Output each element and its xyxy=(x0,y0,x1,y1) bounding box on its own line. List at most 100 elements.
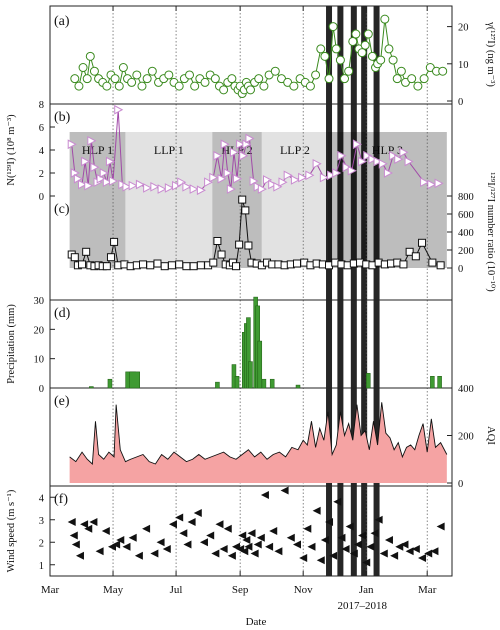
wind-marker xyxy=(353,540,362,549)
precip-bar xyxy=(89,386,94,389)
wind-marker xyxy=(223,524,232,533)
data-point-triangle xyxy=(122,181,132,192)
y-tick-label: 400 xyxy=(458,228,474,239)
data-point-square xyxy=(70,253,79,262)
wind-marker xyxy=(71,540,80,549)
wind-marker xyxy=(384,536,393,544)
data-point-square xyxy=(428,258,437,267)
data-point-triangle xyxy=(368,154,378,165)
data-point-circle xyxy=(185,70,195,80)
data-point-triangle xyxy=(189,184,199,194)
wind-marker xyxy=(374,515,383,524)
wind-marker xyxy=(307,542,316,551)
data-point-square xyxy=(82,247,91,256)
data-point-triangle xyxy=(404,156,414,167)
data-point-circle xyxy=(147,66,157,76)
data-point-square xyxy=(153,259,162,268)
data-point-triangle xyxy=(229,147,240,158)
period-shade-llp-1 xyxy=(125,132,213,268)
data-point-triangle xyxy=(378,158,388,169)
x-tick-label: Sep xyxy=(232,584,249,596)
data-point-circle xyxy=(127,77,137,87)
x-tick-label: Jul xyxy=(170,584,183,596)
data-point-circle xyxy=(85,51,95,61)
precip-bar xyxy=(129,371,140,389)
x-tick-label: Mar xyxy=(41,584,60,596)
data-point-circle xyxy=(137,81,147,91)
data-point-triangle xyxy=(213,150,223,161)
data-point-circle xyxy=(164,70,174,80)
wind-marker xyxy=(345,522,354,531)
data-point-triangle xyxy=(283,170,293,181)
wind-marker xyxy=(219,545,228,553)
data-point-triangle xyxy=(164,183,174,193)
wind-marker xyxy=(193,509,202,517)
data-point-triangle xyxy=(87,135,97,146)
data-point-triangle xyxy=(373,156,383,167)
wind-marker xyxy=(80,520,89,529)
wind-marker xyxy=(183,540,192,549)
wind-marker xyxy=(162,545,171,553)
data-point-triangle xyxy=(99,168,109,178)
data-point-circle xyxy=(89,66,99,76)
panel-label: (a) xyxy=(54,14,70,29)
wind-marker xyxy=(116,536,125,544)
wind-marker xyxy=(329,551,338,560)
wind-marker xyxy=(418,554,427,562)
data-point-triangle xyxy=(67,139,77,150)
data-point-square xyxy=(102,262,111,271)
wind-marker xyxy=(247,529,256,538)
data-point-triangle xyxy=(420,177,430,188)
data-point-triangle xyxy=(298,172,308,183)
data-point-square xyxy=(189,262,198,271)
wind-marker xyxy=(75,551,84,560)
data-point-triangle xyxy=(263,175,273,185)
panel-label: (e) xyxy=(54,394,70,409)
data-point-circle xyxy=(102,81,112,91)
plot-frame xyxy=(49,5,453,577)
data-point-triangle xyxy=(177,177,187,188)
wind-marker xyxy=(436,522,445,531)
data-point-square xyxy=(436,261,445,270)
data-point-circle xyxy=(340,74,350,84)
precip-bar xyxy=(107,378,113,389)
precip-bar xyxy=(295,384,301,389)
y-tick-label: 600 xyxy=(458,210,474,221)
wind-marker xyxy=(405,547,414,556)
data-point-square xyxy=(110,237,119,246)
wind-marker xyxy=(370,529,379,538)
data-point-circle xyxy=(384,44,394,54)
data-point-circle xyxy=(118,63,128,73)
data-point-triangle xyxy=(223,168,233,178)
data-point-square xyxy=(235,240,244,249)
data-point-triangle xyxy=(236,139,246,150)
data-point-square xyxy=(139,260,148,269)
data-point-triangle xyxy=(312,158,322,169)
data-point-circle xyxy=(270,66,280,76)
data-point-triangle xyxy=(143,183,153,193)
data-point-circle xyxy=(396,66,406,76)
data-point-triangle xyxy=(363,150,373,161)
panel-label: (d) xyxy=(54,306,71,321)
data-point-square xyxy=(399,260,408,269)
data-point-circle xyxy=(259,81,269,91)
data-point-triangle xyxy=(347,165,357,176)
data-point-triangle xyxy=(114,104,124,115)
data-point-triangle xyxy=(196,185,206,196)
data-point-circle xyxy=(335,55,345,65)
y-axis-title: ¹²⁹I/¹²⁷I number ratio (10⁻¹⁰) xyxy=(485,172,496,292)
data-point-circle xyxy=(174,81,184,91)
data-point-circle xyxy=(305,81,315,91)
data-point-square xyxy=(78,260,87,269)
wind-marker xyxy=(349,549,358,558)
data-point-circle xyxy=(320,51,330,61)
wind-marker xyxy=(240,547,249,556)
data-point-triangle xyxy=(290,175,300,185)
y-tick-label: 4 xyxy=(39,493,45,504)
precip-bar xyxy=(430,376,435,389)
precip-bar xyxy=(257,340,263,389)
period-shade-llp-2 xyxy=(261,132,328,268)
data-point-circle xyxy=(200,77,210,87)
wind-marker xyxy=(69,531,78,540)
data-point-triangle xyxy=(78,179,88,190)
